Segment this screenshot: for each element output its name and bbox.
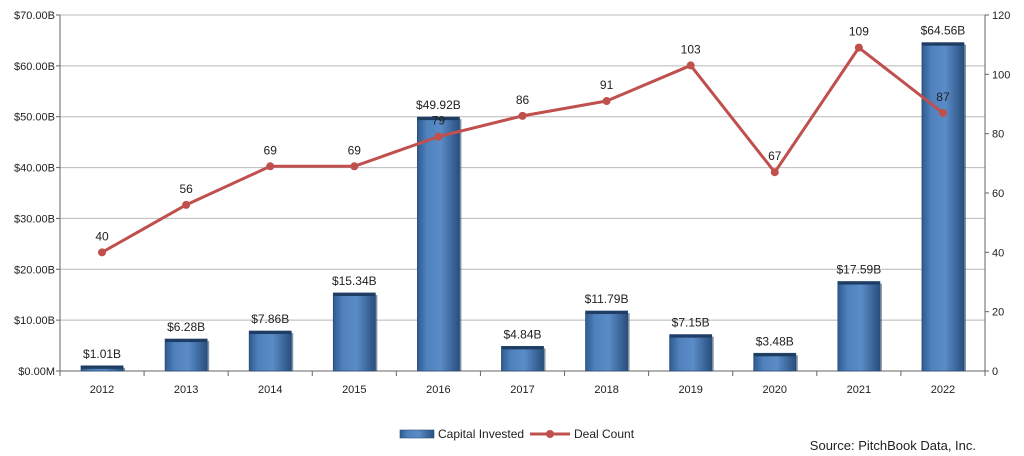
x-axis-tick-label: 2017 (510, 384, 534, 396)
deal-count-label: 109 (849, 25, 869, 39)
bar (921, 42, 965, 372)
bar-top-edge (249, 331, 292, 335)
x-axis-tick-label: 2021 (847, 384, 871, 396)
deal-count-marker (602, 97, 611, 106)
x-axis-tick-label: 2022 (931, 384, 955, 396)
bar (585, 310, 628, 372)
deal-count-label: 69 (348, 143, 362, 157)
deal-count-label: 86 (516, 93, 530, 107)
bar (669, 334, 713, 372)
deal-count-marker (266, 162, 275, 171)
x-axis-tick-label: 2014 (258, 384, 282, 396)
bar-value-label: $15.34B (332, 274, 377, 288)
deal-count-marker (182, 200, 191, 209)
x-axis-tick-label: 2015 (342, 384, 366, 396)
bar-top-edge (333, 292, 376, 296)
bar-top-edge (417, 117, 460, 121)
bar-value-label: $64.56B (921, 24, 966, 38)
axes: $0.00M $10.00B $20.00B $30.00B $40.00B $50.00… (14, 10, 1010, 396)
bar-value-label: $3.48B (756, 334, 794, 348)
capital-invested-bars (80, 42, 966, 372)
bar (417, 116, 460, 372)
deal-count-label: 40 (95, 229, 109, 243)
x-axis-tick-label: 2020 (763, 384, 787, 396)
bar (164, 338, 208, 372)
deal-count-marker (434, 132, 443, 141)
legend-label-deal-count: Deal Count (574, 427, 635, 441)
right-axis-tick-label: 0 (992, 366, 998, 378)
right-axis-tick-label: 60 (992, 188, 1004, 200)
bar-value-label: $1.01B (83, 347, 121, 361)
deal-count-label: 67 (768, 149, 782, 163)
x-axis-tick-label: 2016 (426, 384, 450, 396)
left-axis-tick-label: $70.00B (14, 10, 55, 22)
bar-top-edge (585, 311, 628, 315)
legend-label-capital-invested: Capital Invested (438, 427, 524, 441)
bar (501, 345, 544, 372)
deal-count-marker (518, 111, 527, 120)
x-axis-tick-label: 2013 (174, 384, 198, 396)
deal-count-label: 91 (600, 78, 614, 92)
bar-top-edge (837, 281, 880, 285)
legend-marker-deal-count (546, 430, 554, 438)
bar-value-label: $4.84B (503, 327, 541, 341)
legend-swatch-capital-invested (399, 429, 435, 439)
bar-top-edge (501, 346, 544, 350)
left-axis-tick-label: $0.00M (18, 366, 55, 378)
x-axis-tick-label: 2019 (678, 384, 702, 396)
left-axis-tick-label: $60.00B (14, 61, 55, 73)
bar-top-edge (165, 339, 208, 343)
bar (248, 330, 292, 372)
deal-count-label: 69 (264, 143, 278, 157)
left-axis-tick-label: $40.00B (14, 163, 55, 175)
deal-count-line (98, 43, 947, 257)
deal-count-marker (770, 168, 779, 177)
deal-count-marker (686, 61, 695, 70)
data-labels: $1.01B $6.28B $7.86B $15.34B $49.92B $4.84B $1… (83, 24, 965, 361)
right-axis-tick-label: 120 (992, 10, 1010, 22)
x-axis-tick-label: 2012 (90, 384, 114, 396)
right-axis-tick-label: 40 (992, 247, 1004, 259)
bar-value-label: $17.59B (837, 263, 882, 277)
source-note: Source: PitchBook Data, Inc. (810, 438, 976, 453)
bar-value-label: $6.28B (167, 320, 205, 334)
bar-top-edge (81, 365, 124, 369)
deal-count-label: 87 (936, 90, 950, 104)
bar-top-edge (669, 334, 712, 338)
deal-count-label: 79 (432, 114, 446, 128)
deal-count-marker (350, 162, 359, 171)
left-axis-tick-label: $20.00B (14, 264, 55, 276)
left-axis-tick-label: $10.00B (14, 315, 55, 327)
bar (332, 292, 376, 372)
right-axis-tick-label: 100 (992, 69, 1010, 81)
right-axis-tick-label: 80 (992, 129, 1004, 141)
left-axis-tick-label: $30.00B (14, 213, 55, 225)
bar-top-edge (753, 353, 796, 357)
right-axis-tick-label: 20 (992, 307, 1004, 319)
deal-count-label: 103 (681, 42, 701, 56)
deal-count-polyline (101, 46, 944, 254)
bar (837, 281, 881, 372)
bar-value-label: $7.15B (672, 316, 710, 330)
x-axis-tick-label: 2018 (594, 384, 618, 396)
deal-count-marker (854, 43, 863, 52)
deal-count-marker (938, 108, 947, 117)
bar-value-label: $7.86B (251, 312, 289, 326)
left-axis-tick-label: $50.00B (14, 112, 55, 124)
bar-value-label: $49.92B (416, 98, 461, 112)
bar-top-edge (921, 42, 964, 46)
deal-count-marker (98, 248, 107, 257)
deal-count-label: 56 (179, 182, 193, 196)
legend: Capital Invested Deal Count (399, 427, 635, 441)
bar-value-label: $11.79B (585, 292, 629, 306)
